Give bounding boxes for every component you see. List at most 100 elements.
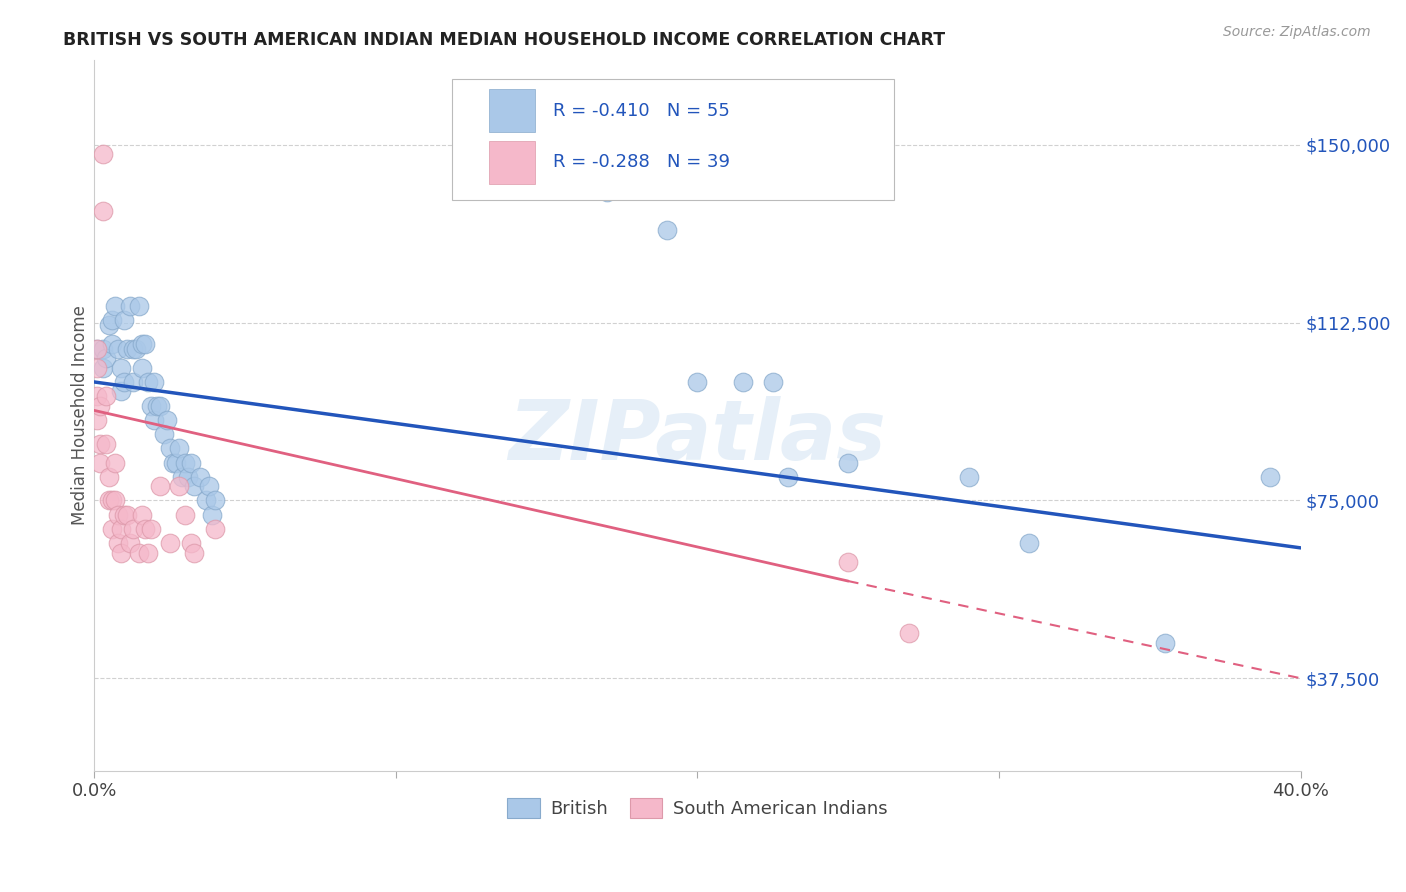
Point bbox=[762, 375, 785, 389]
Point bbox=[957, 470, 980, 484]
Point bbox=[183, 479, 205, 493]
Point bbox=[897, 626, 920, 640]
Legend: British, South American Indians: British, South American Indians bbox=[499, 790, 896, 826]
Point bbox=[86, 342, 108, 356]
Point bbox=[110, 360, 132, 375]
Point bbox=[107, 342, 129, 356]
Point bbox=[167, 479, 190, 493]
Point bbox=[731, 375, 754, 389]
FancyBboxPatch shape bbox=[489, 89, 534, 132]
Text: BRITISH VS SOUTH AMERICAN INDIAN MEDIAN HOUSEHOLD INCOME CORRELATION CHART: BRITISH VS SOUTH AMERICAN INDIAN MEDIAN … bbox=[63, 31, 945, 49]
Point bbox=[141, 522, 163, 536]
Point bbox=[173, 456, 195, 470]
Point bbox=[162, 456, 184, 470]
Point bbox=[120, 299, 142, 313]
Point bbox=[89, 399, 111, 413]
Point bbox=[107, 508, 129, 522]
Point bbox=[176, 470, 198, 484]
Point bbox=[204, 493, 226, 508]
Point bbox=[117, 508, 139, 522]
Point bbox=[141, 399, 163, 413]
Point bbox=[686, 375, 709, 389]
Point bbox=[91, 360, 114, 375]
Point bbox=[128, 299, 150, 313]
Point bbox=[110, 546, 132, 560]
Point bbox=[104, 456, 127, 470]
Point bbox=[107, 536, 129, 550]
Point bbox=[1260, 470, 1282, 484]
Point bbox=[173, 508, 195, 522]
Point bbox=[86, 342, 108, 356]
Point bbox=[131, 337, 153, 351]
Point bbox=[180, 536, 202, 550]
Y-axis label: Median Household Income: Median Household Income bbox=[72, 305, 89, 525]
Point bbox=[104, 493, 127, 508]
Text: Source: ZipAtlas.com: Source: ZipAtlas.com bbox=[1223, 25, 1371, 39]
Point bbox=[188, 470, 211, 484]
Point bbox=[180, 456, 202, 470]
Point bbox=[197, 479, 219, 493]
Point bbox=[125, 342, 148, 356]
Point bbox=[96, 436, 118, 450]
Point bbox=[122, 522, 145, 536]
Point bbox=[91, 342, 114, 356]
Text: R = -0.410   N = 55: R = -0.410 N = 55 bbox=[553, 102, 730, 120]
Point bbox=[146, 399, 169, 413]
Point bbox=[165, 456, 187, 470]
Point bbox=[143, 413, 166, 427]
Point bbox=[131, 360, 153, 375]
Point bbox=[98, 470, 121, 484]
Point bbox=[657, 223, 679, 237]
Point bbox=[122, 342, 145, 356]
Point bbox=[134, 522, 156, 536]
Point bbox=[159, 442, 181, 456]
Point bbox=[149, 479, 172, 493]
Point bbox=[89, 436, 111, 450]
Text: R = -0.288   N = 39: R = -0.288 N = 39 bbox=[553, 153, 730, 171]
Point bbox=[112, 375, 135, 389]
Point bbox=[204, 522, 226, 536]
Point bbox=[96, 351, 118, 366]
Point bbox=[91, 147, 114, 161]
Point bbox=[98, 493, 121, 508]
Point bbox=[120, 536, 142, 550]
Point bbox=[167, 442, 190, 456]
Point bbox=[596, 186, 619, 200]
Point bbox=[149, 399, 172, 413]
Point bbox=[837, 456, 859, 470]
Point bbox=[89, 456, 111, 470]
Point bbox=[776, 470, 799, 484]
Point bbox=[112, 508, 135, 522]
Point bbox=[117, 342, 139, 356]
Point bbox=[98, 318, 121, 332]
Point bbox=[91, 204, 114, 219]
Point bbox=[101, 313, 124, 327]
Point bbox=[152, 427, 174, 442]
Point bbox=[131, 508, 153, 522]
Point bbox=[104, 299, 127, 313]
Point bbox=[183, 546, 205, 560]
Point bbox=[110, 522, 132, 536]
Point bbox=[128, 546, 150, 560]
Point bbox=[194, 493, 217, 508]
Point bbox=[1018, 536, 1040, 550]
Point bbox=[170, 470, 193, 484]
Point bbox=[201, 508, 224, 522]
Point bbox=[110, 384, 132, 399]
FancyBboxPatch shape bbox=[489, 141, 534, 184]
Point bbox=[101, 493, 124, 508]
Point bbox=[112, 313, 135, 327]
Point bbox=[86, 360, 108, 375]
Point bbox=[155, 413, 177, 427]
Point bbox=[101, 337, 124, 351]
Point bbox=[143, 375, 166, 389]
Point bbox=[837, 555, 859, 569]
Point bbox=[138, 375, 160, 389]
Point bbox=[159, 536, 181, 550]
Point bbox=[122, 375, 145, 389]
Point bbox=[96, 389, 118, 403]
Point bbox=[86, 389, 108, 403]
Point bbox=[86, 413, 108, 427]
Text: ZIPatlas: ZIPatlas bbox=[509, 396, 886, 477]
Point bbox=[101, 522, 124, 536]
